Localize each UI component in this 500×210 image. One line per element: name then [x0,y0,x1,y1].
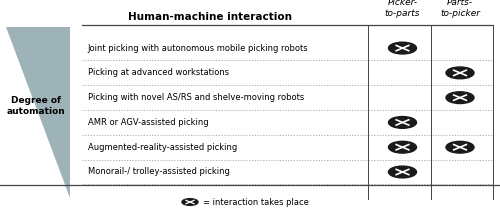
Circle shape [388,117,416,128]
Circle shape [182,199,198,205]
Text: Monorail-/ trolley-assisted picking: Monorail-/ trolley-assisted picking [88,168,230,176]
Text: Degree of
automation: Degree of automation [6,96,66,116]
Text: Picking with novel AS/RS and shelve-moving robots: Picking with novel AS/RS and shelve-movi… [88,93,304,102]
Text: Picking at advanced workstations: Picking at advanced workstations [88,68,228,77]
Text: Joint picking with autonomous mobile picking robots: Joint picking with autonomous mobile pic… [88,44,308,52]
Circle shape [446,141,474,153]
Text: Augmented-reality-assisted picking: Augmented-reality-assisted picking [88,143,237,152]
Text: = interaction takes place: = interaction takes place [203,198,309,206]
Text: AMR or AGV-assisted picking: AMR or AGV-assisted picking [88,118,208,127]
Circle shape [446,92,474,104]
Circle shape [388,141,416,153]
Polygon shape [6,27,70,198]
Text: Human-machine interaction: Human-machine interaction [128,12,292,22]
Circle shape [446,67,474,79]
Circle shape [388,42,416,54]
Circle shape [388,166,416,178]
Text: Picker-
to-parts: Picker- to-parts [385,0,420,18]
Text: Parts-
to-picker: Parts- to-picker [440,0,480,18]
